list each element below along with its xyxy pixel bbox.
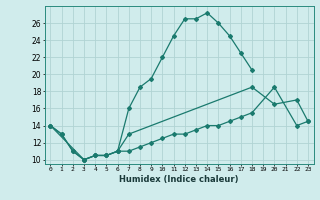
X-axis label: Humidex (Indice chaleur): Humidex (Indice chaleur) — [119, 175, 239, 184]
